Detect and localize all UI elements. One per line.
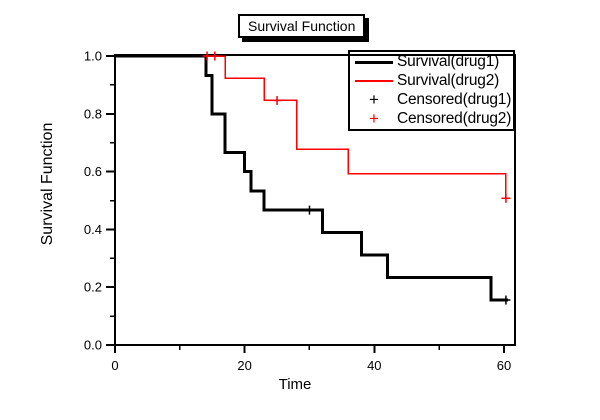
line-swatch-icon	[355, 60, 393, 64]
survival-curve-survival-drug2	[115, 55, 507, 199]
y-tick-label: 1.0	[84, 49, 102, 64]
x-tick-label: 40	[367, 358, 381, 373]
x-tick-label: 60	[497, 358, 511, 373]
y-tick-label: 0.6	[84, 164, 102, 179]
censored-plus-icon: +	[369, 90, 379, 109]
chart-title-box: Survival Function	[238, 14, 366, 38]
legend-label: Censored(drug1)	[397, 91, 512, 108]
legend: Survival(drug1) Survival(drug2) + Censor…	[348, 50, 515, 131]
legend-label: Survival(drug1)	[397, 53, 500, 70]
y-axis-label: Survival Function	[39, 122, 56, 246]
legend-label: Censored(drug2)	[397, 110, 512, 127]
line-swatch-icon	[355, 80, 393, 82]
censored-plus-icon: +	[369, 109, 379, 128]
survival-curve-survival-drug1	[115, 54, 508, 302]
y-tick-label: 0.0	[84, 338, 102, 353]
legend-line-sample-drug1	[355, 60, 393, 64]
y-tick-label: 0.8	[84, 106, 102, 121]
y-tick-label: 0.2	[84, 280, 102, 295]
x-axis-label: Time	[278, 376, 312, 393]
legend-item-censored-drug1: + Censored(drug1)	[350, 91, 513, 109]
legend-item-survival-drug2: Survival(drug2)	[350, 72, 513, 90]
legend-label: Survival(drug2)	[397, 72, 500, 89]
y-tick-label: 0.4	[84, 222, 102, 237]
x-tick-label: 0	[111, 358, 118, 373]
legend-item-survival-drug1: Survival(drug1)	[350, 53, 513, 71]
chart-title: Survival Function	[248, 18, 356, 34]
legend-item-censored-drug2: + Censored(drug2)	[350, 110, 513, 128]
x-tick-label: 20	[237, 358, 251, 373]
legend-line-sample-drug2	[355, 80, 393, 82]
